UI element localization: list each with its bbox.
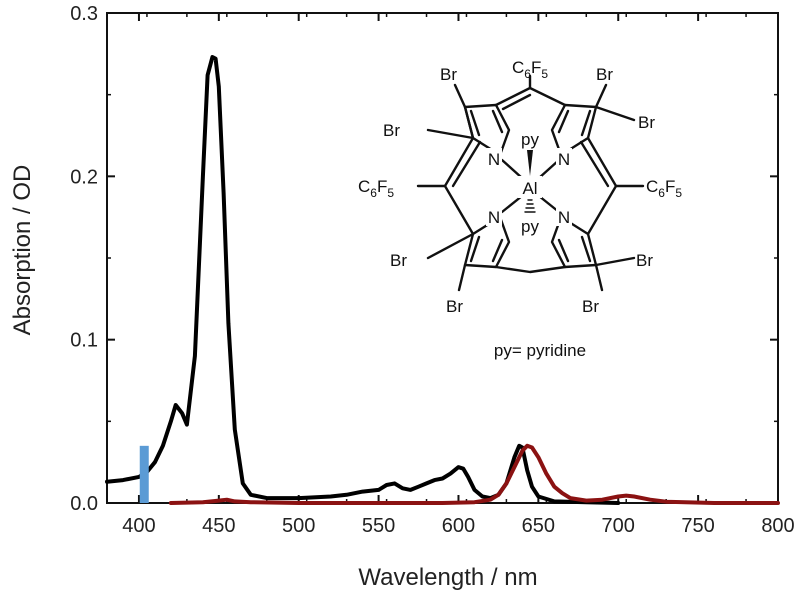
x-tick-label-450: 450: [202, 515, 235, 537]
x-tick-label-800: 800: [761, 515, 794, 537]
x-tick-label-700: 700: [602, 515, 635, 537]
nitrogen-label-br: N: [558, 208, 570, 227]
y-tick-label-2: 0.2: [70, 166, 98, 188]
y-axis-title: Absorption / OD: [9, 165, 36, 336]
x-axis-title: Wavelength / nm: [358, 564, 537, 591]
y-tick-label-0: 0.0: [70, 493, 98, 515]
axes-layer: 400 450 500 550 600 650 700 750 800 0.0 0.1 0.2 0.3: [70, 3, 795, 537]
substituent-top-left: Br: [440, 65, 457, 84]
y-tick-label-3: 0.3: [70, 3, 98, 25]
substituent-bottom-left: Br: [446, 297, 463, 316]
substituent-bottom-right-outer: Br: [636, 251, 653, 270]
inset-caption: py= pyridine: [494, 341, 586, 360]
series-layer: [105, 55, 780, 505]
x-tick-label-400: 400: [122, 515, 155, 537]
substituent-bottom-right: Br: [582, 297, 599, 316]
excitation-marker: [139, 445, 149, 503]
substituent-top-right-outer: Br: [638, 113, 655, 132]
nitrogen-label-bl: N: [488, 208, 500, 227]
substituent-left: C6F5: [358, 177, 394, 200]
x-tick-label-750: 750: [681, 515, 714, 537]
metal-label: Al: [522, 179, 537, 198]
y-tick-label-1: 0.1: [70, 330, 98, 352]
axial-ligand-bottom: py: [521, 217, 539, 236]
x-tick-label-500: 500: [282, 515, 315, 537]
substituent-bottom-left-outer: Br: [390, 251, 407, 270]
axial-ligand-top: py: [521, 130, 539, 149]
substituent-top-left-outer: Br: [383, 121, 400, 140]
series-line-2: [168, 443, 780, 505]
substituent-top-right: Br: [596, 65, 613, 84]
nitrogen-label-tl: N: [488, 150, 500, 169]
molecule-structure: N N N N Al py py Br Br C6F5 Br Br C6F5 C…: [358, 58, 682, 360]
x-tick-label-600: 600: [442, 515, 475, 537]
substituent-top: C6F5: [512, 58, 548, 81]
substituent-right: C6F5: [646, 177, 682, 200]
nitrogen-label-tr: N: [558, 150, 570, 169]
x-tick-label-650: 650: [522, 515, 555, 537]
x-tick-label-550: 550: [362, 515, 395, 537]
